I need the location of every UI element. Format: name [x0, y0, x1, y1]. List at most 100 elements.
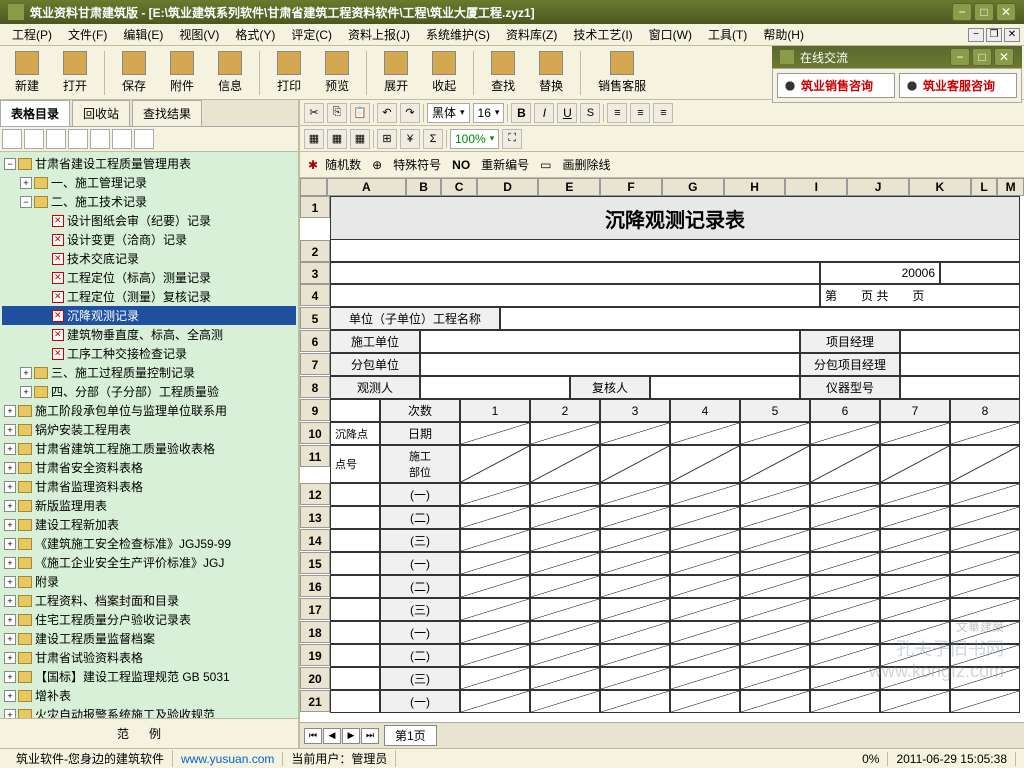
expander[interactable]: +	[4, 633, 16, 645]
tree-node[interactable]: +施工阶段承包单位与监理单位联系用	[2, 401, 296, 420]
tree-node[interactable]: −二、施工技术记录	[2, 192, 296, 211]
tree-node[interactable]: +锅炉安装工程用表	[2, 420, 296, 439]
tool-查找[interactable]: 查找	[480, 48, 526, 97]
tree-node[interactable]: +附录	[2, 572, 296, 591]
tree-node[interactable]: +一、施工管理记录	[2, 173, 296, 192]
tree-node[interactable]: 工程定位（测量）复核记录	[2, 287, 296, 306]
et3-renum[interactable]: 重新编号	[481, 156, 529, 173]
et2-4[interactable]: ⊞	[377, 129, 397, 149]
expander[interactable]: +	[4, 500, 16, 512]
tree-btn-6[interactable]	[112, 129, 132, 149]
menu-窗口(W)[interactable]: 窗口(W)	[641, 24, 700, 45]
mdi-min[interactable]: −	[968, 28, 984, 42]
tab-last[interactable]: ⏭	[361, 728, 379, 744]
expander[interactable]: +	[4, 652, 16, 664]
et-italic[interactable]: I	[534, 103, 554, 123]
expander[interactable]: +	[4, 709, 16, 719]
et currency[interactable]: ¥	[400, 129, 420, 149]
online-min[interactable]: −	[950, 48, 970, 66]
et-underline[interactable]: U	[557, 103, 577, 123]
menu-工程(P)[interactable]: 工程(P)	[4, 24, 60, 45]
tool-替换[interactable]: 替换	[528, 48, 574, 97]
tree-btn-3[interactable]	[46, 129, 66, 149]
tool-打印[interactable]: 打印	[266, 48, 312, 97]
tree-node[interactable]: +住宅工程质量分户验收记录表	[2, 610, 296, 629]
tree-node[interactable]: −甘肃省建设工程质量管理用表	[2, 154, 296, 173]
et2-3[interactable]: ▦	[350, 129, 370, 149]
tool-新建[interactable]: 新建	[4, 48, 50, 97]
et3-del[interactable]: 画删除线	[563, 156, 611, 173]
tree-btn-2[interactable]	[24, 129, 44, 149]
tool-销售客服[interactable]: 销售客服	[587, 48, 657, 97]
expander[interactable]: +	[4, 576, 16, 588]
mdi-close[interactable]: ✕	[1004, 28, 1020, 42]
tree-node[interactable]: +甘肃省安全资料表格	[2, 458, 296, 477]
tree-node[interactable]: +《施工企业安全生产评价标准》JGJ	[2, 553, 296, 572]
spreadsheet[interactable]: ABCDEFGHIJKLM 1沉降观测记录表23200064第 页 共 页5单位…	[300, 178, 1024, 722]
menu-视图(V)[interactable]: 视图(V)	[171, 24, 227, 45]
et-redo[interactable]: ↷	[400, 103, 420, 123]
tree-node[interactable]: +建设工程质量监督档案	[2, 629, 296, 648]
tree-view[interactable]: −甘肃省建设工程质量管理用表+一、施工管理记录−二、施工技术记录设计图纸会审（纪…	[0, 152, 298, 718]
tree-btn-7[interactable]	[134, 129, 154, 149]
et-ar[interactable]: ≡	[653, 103, 673, 123]
tree-node[interactable]: 设计图纸会审（纪要）记录	[2, 211, 296, 230]
et-sum[interactable]: Σ	[423, 129, 443, 149]
et-ac[interactable]: ≡	[630, 103, 650, 123]
zoom-combo[interactable]: 100%	[450, 129, 499, 149]
tree-node[interactable]: +建设工程新加表	[2, 515, 296, 534]
et-paste[interactable]: 📋	[350, 103, 370, 123]
close-button[interactable]: ✕	[996, 3, 1016, 21]
menu-工具(T)[interactable]: 工具(T)	[700, 24, 755, 45]
tree-node[interactable]: +【国标】建设工程监理规范 GB 5031	[2, 667, 296, 686]
menu-技术工艺(I)[interactable]: 技术工艺(I)	[565, 24, 640, 45]
tool-预览[interactable]: 预览	[314, 48, 360, 97]
menu-资料库(Z)[interactable]: 资料库(Z)	[498, 24, 565, 45]
tab-查找结果[interactable]: 查找结果	[132, 100, 202, 126]
tab-next[interactable]: ▶	[342, 728, 360, 744]
tree-node[interactable]: +新版监理用表	[2, 496, 296, 515]
tree-btn-4[interactable]	[68, 129, 88, 149]
online-max[interactable]: □	[972, 48, 992, 66]
tree-node[interactable]: +甘肃省监理资料表格	[2, 477, 296, 496]
tool-打开[interactable]: 打开	[52, 48, 98, 97]
tree-node[interactable]: +甘肃省建筑工程施工质量验收表格	[2, 439, 296, 458]
tree-btn-1[interactable]	[2, 129, 22, 149]
tool-信息[interactable]: 信息	[207, 48, 253, 97]
tab-表格目录[interactable]: 表格目录	[0, 100, 70, 126]
expander[interactable]: +	[4, 462, 16, 474]
menu-格式(Y)[interactable]: 格式(Y)	[227, 24, 283, 45]
tree-node[interactable]: 建筑物垂直度、标高、全高测	[2, 325, 296, 344]
tool-附件[interactable]: 附件	[159, 48, 205, 97]
expander[interactable]: +	[4, 690, 16, 702]
expander[interactable]: +	[20, 386, 32, 398]
menu-资料上报(J)[interactable]: 资料上报(J)	[340, 24, 418, 45]
font-combo[interactable]: 黑体	[427, 103, 470, 123]
expander[interactable]: +	[4, 538, 16, 550]
tool-展开[interactable]: 展开	[373, 48, 419, 97]
online-close[interactable]: ✕	[994, 48, 1014, 66]
tree-node[interactable]: 设计变更（洽商）记录	[2, 230, 296, 249]
tab-prev[interactable]: ◀	[323, 728, 341, 744]
expander[interactable]: −	[20, 196, 32, 208]
tree-node[interactable]: 工序工种交接检查记录	[2, 344, 296, 363]
et2-2[interactable]: ▦	[327, 129, 347, 149]
tree-btn-5[interactable]	[90, 129, 110, 149]
et-copy[interactable]: ⎘	[327, 103, 347, 123]
tree-node[interactable]: 工程定位（标高）测量记录	[2, 268, 296, 287]
tab-first[interactable]: ⏮	[304, 728, 322, 744]
tool-收起[interactable]: 收起	[421, 48, 467, 97]
mdi-restore[interactable]: ❐	[986, 28, 1002, 42]
et2-1[interactable]: ▦	[304, 129, 324, 149]
tree-node[interactable]: 沉降观测记录	[2, 306, 296, 325]
et-bold[interactable]: B	[511, 103, 531, 123]
tree-node[interactable]: +三、施工过程质量控制记录	[2, 363, 296, 382]
expander[interactable]: +	[4, 671, 16, 683]
tree-node[interactable]: +火灾自动报警系统施工及验收规范	[2, 705, 296, 718]
expander[interactable]: −	[4, 158, 16, 170]
online-link[interactable]: 筑业销售咨询	[777, 73, 895, 98]
minimize-button[interactable]: −	[952, 3, 972, 21]
expander[interactable]: +	[4, 481, 16, 493]
et-strike[interactable]: S	[580, 103, 600, 123]
menu-文件(F)[interactable]: 文件(F)	[60, 24, 115, 45]
